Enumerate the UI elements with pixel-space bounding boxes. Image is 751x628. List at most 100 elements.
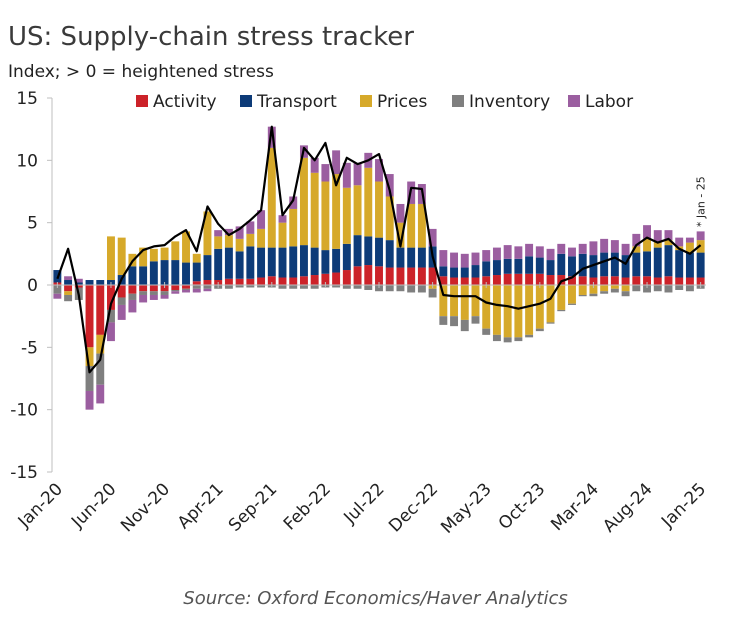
bar-segment-transport xyxy=(460,267,469,278)
bar-segment-activity xyxy=(557,275,566,285)
bar-segment-activity xyxy=(96,285,105,335)
bar-segment-prices xyxy=(653,241,662,248)
bar-segment-labor xyxy=(310,157,319,173)
bar-segment-activity xyxy=(289,277,298,285)
bar-segment-labor xyxy=(139,294,148,303)
bar-segment-labor xyxy=(235,226,244,239)
x-tick-label: Feb-22 xyxy=(280,479,335,534)
bar-segment-transport xyxy=(589,255,598,278)
bar-segment-transport xyxy=(278,247,287,278)
bar-segment-activity xyxy=(653,277,662,285)
bar-segment-inventory xyxy=(610,288,619,293)
bar-segment-inventory xyxy=(557,309,566,312)
bar-segment-activity xyxy=(171,285,180,290)
y-tick-label: -5 xyxy=(21,338,38,358)
bar-segment-prices xyxy=(257,228,266,248)
bar-segment-labor xyxy=(192,288,201,293)
legend-label-activity: Activity xyxy=(153,92,217,112)
bar-segment-transport xyxy=(171,260,180,285)
bar-segment-activity xyxy=(342,270,351,285)
x-tick-label: Jul-22 xyxy=(340,479,389,528)
bar-segment-activity xyxy=(224,278,233,285)
bar-segment-prices xyxy=(224,235,233,248)
bar-segment-transport xyxy=(471,265,480,278)
bar-segment-inventory xyxy=(525,334,534,338)
bar-segment-transport xyxy=(246,246,255,279)
bar-segment-prices xyxy=(96,334,105,354)
legend-swatch-activity xyxy=(136,95,148,107)
bar-segment-inventory xyxy=(578,294,587,297)
bar-segment-inventory xyxy=(107,309,115,323)
bar-segment-activity xyxy=(514,273,523,285)
bar-segment-labor xyxy=(203,288,212,292)
bar-segment-labor xyxy=(182,289,190,293)
bar-segment-activity xyxy=(257,277,266,285)
bar-segment-prices xyxy=(160,247,169,261)
bar-segment-inventory xyxy=(353,285,362,289)
bar-segment-prices xyxy=(310,172,319,248)
bar-segment-activity xyxy=(246,278,255,285)
bar-segment-labor xyxy=(428,228,437,247)
bar-segment-labor xyxy=(246,221,255,234)
bar-segment-activity xyxy=(535,273,544,285)
bar-segment-activity xyxy=(578,276,587,285)
bar-segment-labor xyxy=(74,278,83,283)
bar-segment-transport xyxy=(267,247,276,277)
bar-segment-labor xyxy=(503,245,512,259)
bar-segment-inventory xyxy=(428,288,437,298)
bar-segment-prices xyxy=(568,285,576,304)
bar-segment-labor xyxy=(64,276,73,281)
bar-segment-inventory xyxy=(139,291,148,295)
bar-segment-labor xyxy=(396,203,405,223)
bar-segment-prices xyxy=(503,285,512,338)
bar-segment-inventory xyxy=(664,285,673,293)
bar-segment-inventory xyxy=(96,353,105,385)
legend-swatch-inventory xyxy=(452,95,464,107)
bar-segment-labor xyxy=(568,247,576,257)
bar-segment-activity xyxy=(696,277,705,285)
bar-segment-transport xyxy=(685,252,694,278)
bar-segment-inventory xyxy=(182,288,190,290)
bar-segment-activity xyxy=(192,281,201,285)
x-tick-label: Sep-21 xyxy=(225,479,281,535)
bar-segment-prices xyxy=(278,222,287,248)
bar-segment-inventory xyxy=(417,285,426,293)
bar-segment-activity xyxy=(685,277,694,285)
bar-segment-labor xyxy=(514,246,523,259)
bar-segment-activity xyxy=(332,272,341,285)
bar-segment-transport xyxy=(192,262,201,282)
bar-segment-transport xyxy=(535,257,544,274)
bar-segment-inventory xyxy=(160,291,169,295)
bar-segment-inventory xyxy=(85,366,94,391)
bar-segment-prices xyxy=(643,238,651,252)
bar-segment-transport xyxy=(375,237,383,267)
bar-segment-activity xyxy=(482,276,491,285)
bar-segment-labor xyxy=(471,252,480,266)
bar-segment-activity xyxy=(589,277,598,285)
x-tick-label: Nov-20 xyxy=(117,479,174,536)
x-tick-label: Jan-20 xyxy=(14,479,67,532)
bar-segment-labor xyxy=(589,241,598,256)
bar-segment-inventory xyxy=(53,285,62,294)
bar-segment-inventory xyxy=(450,316,459,327)
bar-segment-labor xyxy=(117,304,126,320)
bar-segment-transport xyxy=(203,255,212,281)
bar-segment-activity xyxy=(74,285,83,288)
bar-segment-prices xyxy=(289,208,298,247)
bar-segment-inventory xyxy=(342,285,351,289)
bar-segment-activity xyxy=(278,277,287,285)
bar-segment-transport xyxy=(396,247,405,268)
bar-segment-prices xyxy=(203,211,212,256)
bar-segment-prices xyxy=(600,285,609,292)
y-tick-label: -10 xyxy=(10,401,38,421)
x-tick-label: Apr-21 xyxy=(174,479,228,533)
bar-segment-activity xyxy=(149,285,158,292)
bar-segment-transport xyxy=(235,251,244,279)
bar-segment-prices xyxy=(557,285,566,310)
bar-segment-labor xyxy=(332,150,341,175)
bar-segment-transport xyxy=(353,235,362,267)
bar-segment-inventory xyxy=(310,285,319,289)
bar-segment-transport xyxy=(450,267,459,278)
bar-segment-transport xyxy=(160,260,169,285)
